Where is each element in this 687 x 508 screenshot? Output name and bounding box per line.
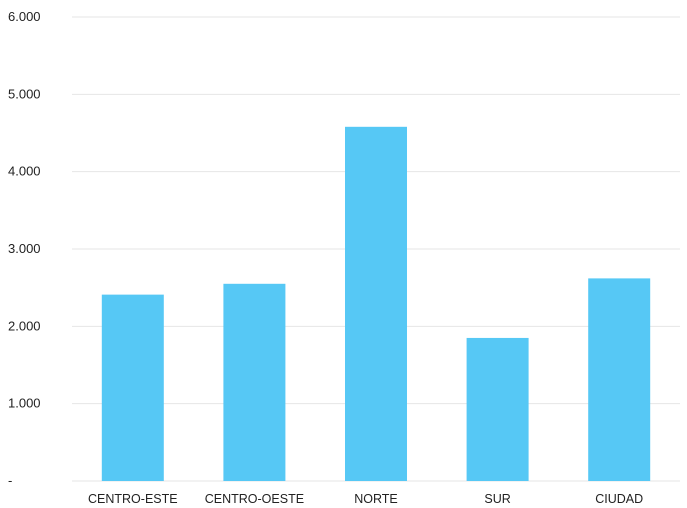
bar-norte <box>345 126 407 482</box>
bar-sur <box>466 337 529 481</box>
bar-centro-este <box>101 294 164 481</box>
x-axis-category-labels: CENTRO-ESTE CENTRO-OESTE NORTE SUR CIUDAD <box>88 492 643 506</box>
y-axis-tick-labels: - 1.000 2.000 3.000 4.000 5.000 6.000 <box>8 9 41 488</box>
y-tick-label: 5.000 <box>8 86 41 101</box>
x-category-label: NORTE <box>354 492 398 506</box>
x-category-label: CENTRO-ESTE <box>88 492 178 506</box>
x-category-label: CIUDAD <box>595 492 643 506</box>
y-tick-label: 6.000 <box>8 9 41 24</box>
bar-ciudad <box>588 278 651 481</box>
bars <box>101 126 651 482</box>
y-tick-label: 4.000 <box>8 164 41 179</box>
y-tick-label: - <box>8 473 12 488</box>
y-tick-label: 1.000 <box>8 396 41 411</box>
y-tick-label: 3.000 <box>8 241 41 256</box>
bar-centro-oeste <box>223 283 286 481</box>
x-category-label: CENTRO-OESTE <box>205 492 304 506</box>
y-tick-label: 2.000 <box>8 318 41 333</box>
x-category-label: SUR <box>484 492 510 506</box>
